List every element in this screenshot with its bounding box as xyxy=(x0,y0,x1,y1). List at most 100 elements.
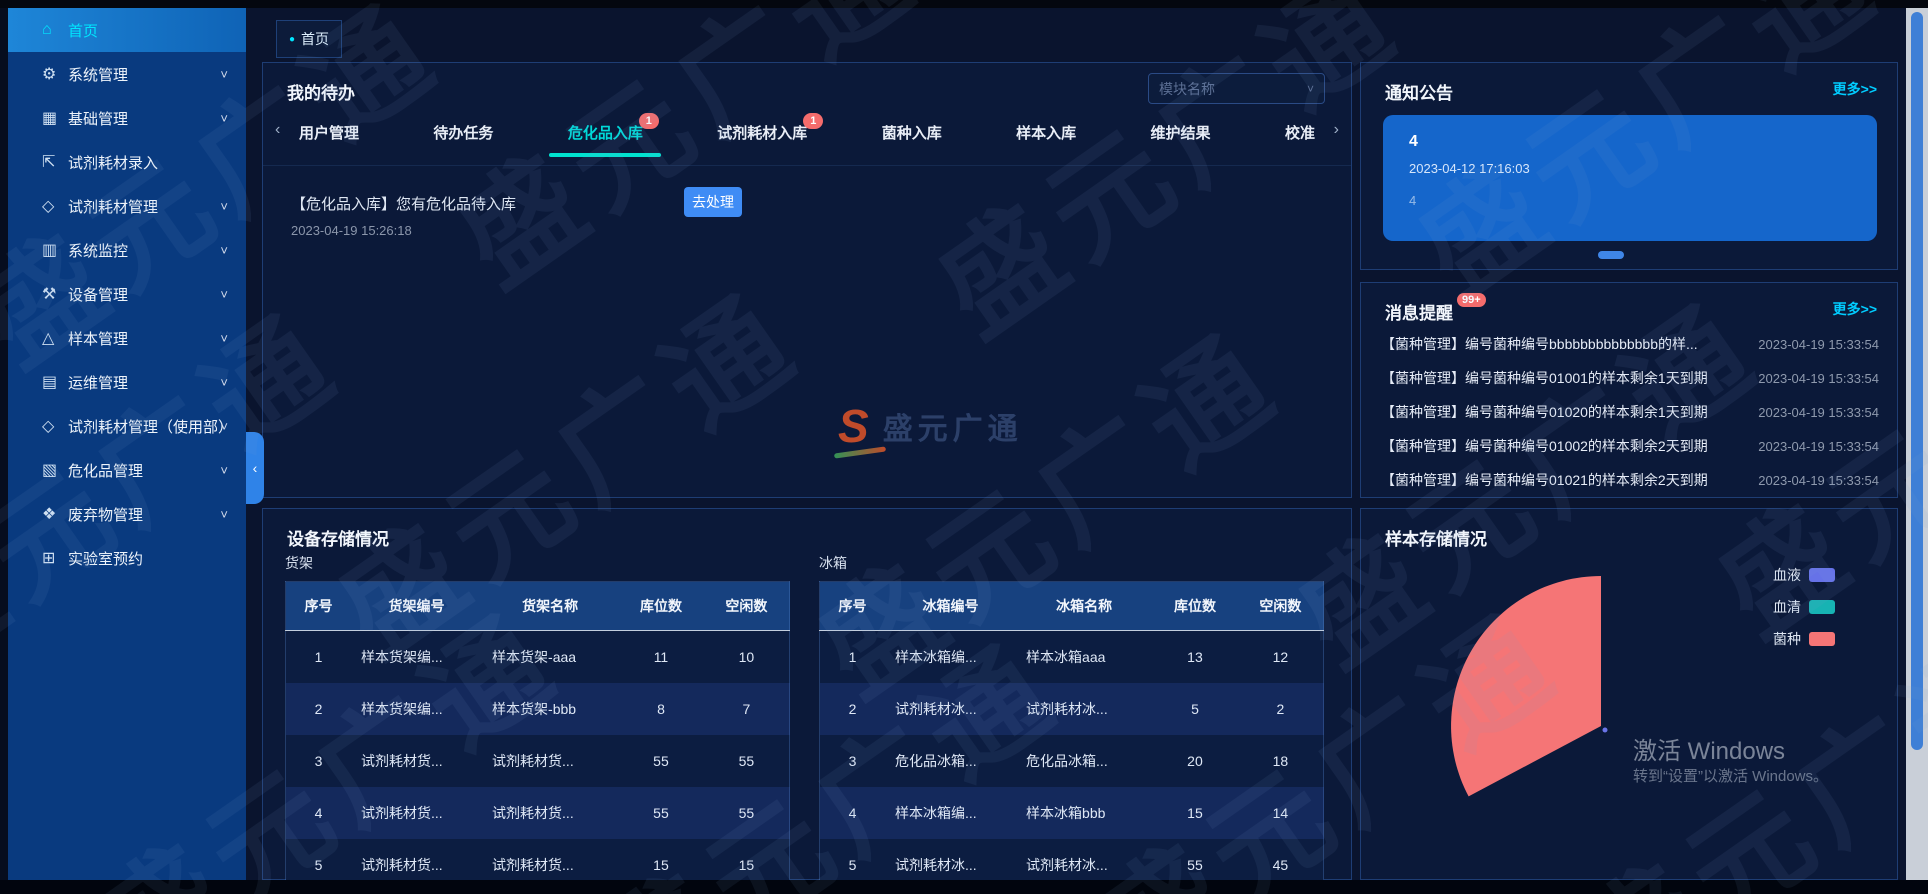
sidebar-item-label: 系统监控 xyxy=(68,242,129,260)
waste-icon: ❖ xyxy=(42,506,57,523)
sample-storage-title: 样本存储情况 xyxy=(1385,530,1487,549)
message-item[interactable]: 【菌种管理】编号菌种编号bbbbbbbbbbbbbb的样... 2023-04-… xyxy=(1381,327,1879,361)
tab-strain-inbound[interactable]: 菌种入库 xyxy=(881,124,942,142)
sidebar-item-lab-reservation[interactable]: ⊞ 实验室预约 xyxy=(8,536,246,580)
tab-todo-tasks[interactable]: 待办任务 xyxy=(433,124,494,142)
sidebar-item-label: 废弃物管理 xyxy=(68,506,144,524)
notice-more-link[interactable]: 更多>> xyxy=(1832,81,1877,97)
cell-free: 12 xyxy=(1237,630,1324,683)
message-time: 2023-04-19 15:33:54 xyxy=(1758,336,1879,352)
sidebar-item-hazmat-management[interactable]: ▧ 危化品管理 ˅ xyxy=(8,448,246,492)
table-row: 3 试剂耗材货... 试剂耗材货... 55 55 xyxy=(285,735,790,787)
cell-name: 样本货架-aaa xyxy=(482,630,619,683)
sidebar-item-system-management[interactable]: ⚙ 系统管理 ˅ xyxy=(8,52,246,96)
legend-label: 血液 xyxy=(1773,567,1801,583)
legend-label: 菌种 xyxy=(1773,631,1801,647)
message-time: 2023-04-19 15:33:54 xyxy=(1758,438,1879,454)
cell-code: 危化品冰箱... xyxy=(885,735,1017,787)
shelf-table: 序号 货架编号 货架名称 库位数 空闲数 1 样本货架编... 样本货架-aaa… xyxy=(285,581,790,892)
cell-slots: 8 xyxy=(618,683,704,735)
sidebar-item-label: 危化品管理 xyxy=(68,462,144,480)
sidebar-item-waste-management[interactable]: ❖ 废弃物管理 ˅ xyxy=(8,492,246,536)
sidebar-item-label: 首页 xyxy=(68,22,99,40)
message-text: 【菌种管理】编号菌种编号01002的样本剩余2天到期 xyxy=(1381,438,1708,454)
sidebar-collapse-handle[interactable]: ‹ xyxy=(246,432,264,504)
cell-name: 样本货架-bbb xyxy=(482,683,619,735)
scrollbar-thumb[interactable] xyxy=(1911,12,1923,750)
tab-sample-inbound[interactable]: 样本入库 xyxy=(1016,124,1077,142)
module-name-select[interactable]: 模块名称 ˅ xyxy=(1148,73,1325,104)
todo-panel-title: 我的待办 xyxy=(287,84,355,103)
cell-free: 14 xyxy=(1237,787,1324,839)
message-time: 2023-04-19 15:33:54 xyxy=(1758,370,1879,386)
sample-storage-pie-chart xyxy=(1451,576,1608,797)
message-item[interactable]: 【菌种管理】编号菌种编号01002的样本剩余2天到期 2023-04-19 15… xyxy=(1381,429,1879,463)
legend-item-serum[interactable]: 血清 xyxy=(1773,597,1835,617)
col-header: 序号 xyxy=(285,581,352,631)
pie-legend: 血液 血清 菌种 xyxy=(1773,565,1835,649)
chevron-down-icon: ˅ xyxy=(220,110,228,126)
vertical-scrollbar[interactable]: ▼ xyxy=(1906,8,1928,894)
notice-card[interactable]: 4 2023-04-12 17:16:03 4 xyxy=(1383,115,1877,241)
logo-s-icon: S xyxy=(838,400,869,452)
tabs-scroll-left-icon[interactable]: ‹ xyxy=(275,121,281,138)
cube-icon: ◇ xyxy=(42,198,55,215)
breadcrumb-tab-home[interactable]: ● 首页 xyxy=(276,20,343,58)
sidebar-item-label: 样本管理 xyxy=(68,330,129,348)
messages-more-link[interactable]: 更多>> xyxy=(1832,301,1877,317)
legend-item-blood[interactable]: 血液 xyxy=(1773,565,1835,585)
chevron-down-icon: ˅ xyxy=(220,286,228,302)
breadcrumb-dot-icon: ● xyxy=(289,33,296,45)
fridge-table-group: 冰箱 序号 冰箱编号 冰箱名称 库位数 空闲数 1 样本冰箱编... 样本冰箱a… xyxy=(819,553,1324,892)
cell-slots: 5 xyxy=(1152,683,1238,735)
cell-code: 试剂耗材货... xyxy=(351,735,483,787)
sidebar-item-system-monitor[interactable]: ▥ 系统监控 ˅ xyxy=(8,228,246,272)
sidebar-item-label: 设备管理 xyxy=(68,286,129,304)
table-row: 3 危化品冰箱... 危化品冰箱... 20 18 xyxy=(819,735,1324,787)
sidebar-item-operations-management[interactable]: ▤ 运维管理 ˅ xyxy=(8,360,246,404)
cell-name: 试剂耗材货... xyxy=(482,735,619,787)
tab-hazmat-inbound[interactable]: 危化品入库 1 xyxy=(568,112,659,143)
cell-slots: 11 xyxy=(618,630,704,683)
cell-slots: 13 xyxy=(1152,630,1238,683)
sidebar-item-label: 试剂耗材管理 xyxy=(68,198,159,216)
tab-badge: 1 xyxy=(638,112,659,129)
chevron-down-icon: ˅ xyxy=(220,418,228,434)
carousel-indicator[interactable] xyxy=(1598,251,1624,259)
book-icon: ▤ xyxy=(42,374,58,391)
message-item[interactable]: 【菌种管理】编号菌种编号01021的样本剩余2天到期 2023-04-19 15… xyxy=(1381,463,1879,497)
cell-name: 试剂耗材冰... xyxy=(1016,683,1153,735)
handle-now-button[interactable]: 去处理 xyxy=(684,187,742,217)
legend-item-strain[interactable]: 菌种 xyxy=(1773,629,1835,649)
pie-slice-strain[interactable] xyxy=(1451,576,1601,797)
sidebar-item-reagent-entry[interactable]: ⇱ 试剂耗材录入 xyxy=(8,140,246,184)
tabs-scroll-right-icon[interactable]: › xyxy=(1333,121,1339,138)
cell-free: 55 xyxy=(703,787,790,839)
message-item[interactable]: 【菌种管理】编号菌种编号01001的样本剩余1天到期 2023-04-19 15… xyxy=(1381,361,1879,395)
cell-index: 4 xyxy=(285,787,352,839)
sidebar-item-reagent-management[interactable]: ◇ 试剂耗材管理 ˅ xyxy=(8,184,246,228)
chevron-down-icon: ˅ xyxy=(220,242,228,258)
pie-slice-blood[interactable] xyxy=(1602,727,1608,733)
device-storage-title: 设备存储情况 xyxy=(287,530,389,549)
tab-maintenance-result[interactable]: 维护结果 xyxy=(1150,124,1211,142)
cell-free: 10 xyxy=(703,630,790,683)
table-row: 1 样本货架编... 样本货架-aaa 11 10 xyxy=(285,630,790,683)
reagent-entry-icon: ⇱ xyxy=(42,154,56,171)
tab-user-management[interactable]: 用户管理 xyxy=(299,124,360,142)
sidebar-item-sample-management[interactable]: △ 样本管理 ˅ xyxy=(8,316,246,360)
sidebar-item-reagent-management-dept[interactable]: ◇ 试剂耗材管理（使用部） ˅ xyxy=(8,404,246,448)
cell-code: 试剂耗材冰... xyxy=(885,683,1017,735)
sidebar-item-device-management[interactable]: ⚒ 设备管理 ˅ xyxy=(8,272,246,316)
sidebar-item-base-management[interactable]: ▦ 基础管理 ˅ xyxy=(8,96,246,140)
cell-name: 样本冰箱aaa xyxy=(1016,630,1153,683)
tab-calibration[interactable]: 校准 xyxy=(1284,124,1315,142)
fridge-table: 序号 冰箱编号 冰箱名称 库位数 空闲数 1 样本冰箱编... 样本冰箱aaa … xyxy=(819,581,1324,892)
breadcrumb-label: 首页 xyxy=(301,31,330,47)
message-time: 2023-04-19 15:33:54 xyxy=(1758,472,1879,488)
sidebar-item-home[interactable]: ⌂ 首页 xyxy=(8,8,246,52)
message-text: 【菌种管理】编号菌种编号01021的样本剩余2天到期 xyxy=(1381,472,1708,488)
tab-reagent-inbound[interactable]: 试剂耗材入库 1 xyxy=(717,112,824,143)
message-item[interactable]: 【菌种管理】编号菌种编号01020的样本剩余1天到期 2023-04-19 15… xyxy=(1381,395,1879,429)
messages-list: 【菌种管理】编号菌种编号bbbbbbbbbbbbbb的样... 2023-04-… xyxy=(1381,327,1879,497)
